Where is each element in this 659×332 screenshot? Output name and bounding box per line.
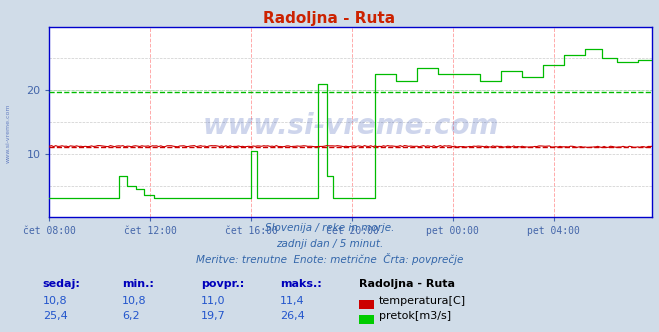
Text: sedaj:: sedaj:	[43, 279, 80, 289]
Text: 10,8: 10,8	[122, 296, 146, 306]
Text: www.si-vreme.com: www.si-vreme.com	[5, 103, 11, 163]
Text: 19,7: 19,7	[201, 311, 226, 321]
Text: Meritve: trenutne  Enote: metrične  Črta: povprečje: Meritve: trenutne Enote: metrične Črta: …	[196, 253, 463, 265]
Text: temperatura[C]: temperatura[C]	[379, 296, 466, 306]
Text: 11,4: 11,4	[280, 296, 304, 306]
Text: zadnji dan / 5 minut.: zadnji dan / 5 minut.	[276, 239, 383, 249]
Text: Radoljna - Ruta: Radoljna - Ruta	[359, 279, 455, 289]
Text: 10,8: 10,8	[43, 296, 67, 306]
Text: 11,0: 11,0	[201, 296, 225, 306]
Text: Slovenija / reke in morje.: Slovenija / reke in morje.	[265, 223, 394, 233]
Text: povpr.:: povpr.:	[201, 279, 244, 289]
Text: 6,2: 6,2	[122, 311, 140, 321]
Text: Radoljna - Ruta: Radoljna - Ruta	[264, 11, 395, 26]
Text: maks.:: maks.:	[280, 279, 322, 289]
Text: pretok[m3/s]: pretok[m3/s]	[379, 311, 451, 321]
Text: www.si-vreme.com: www.si-vreme.com	[203, 112, 499, 140]
Text: 26,4: 26,4	[280, 311, 305, 321]
Text: 25,4: 25,4	[43, 311, 68, 321]
Text: min.:: min.:	[122, 279, 154, 289]
